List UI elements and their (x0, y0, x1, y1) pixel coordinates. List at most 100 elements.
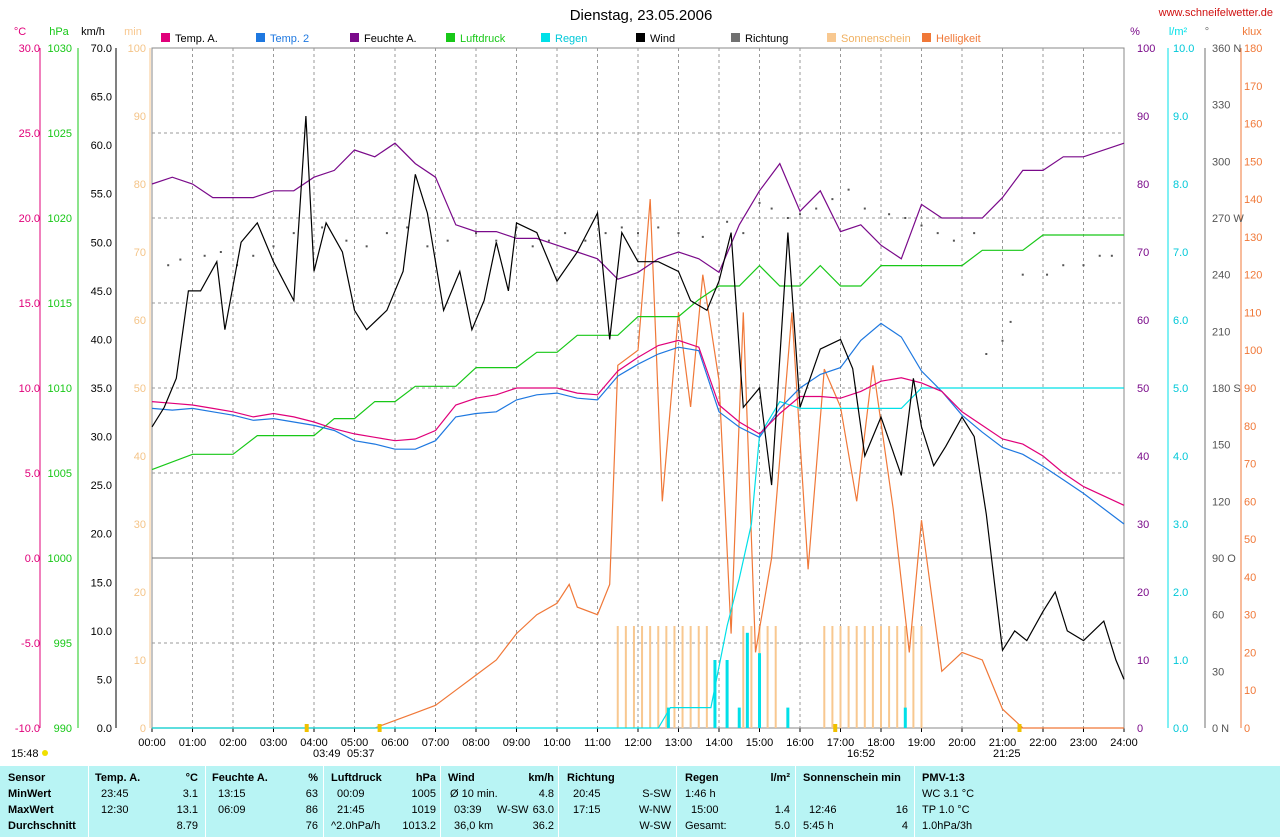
sun-tick-label: 90 (134, 111, 146, 123)
x-tick-label: 16:00 (786, 737, 814, 749)
stats-pmv: PMV-1:3 WC 3.1 °C TP 1.0 °C 1.0hPa/3h (914, 766, 1280, 837)
wind-unit: km/h (81, 26, 105, 38)
regen-duration: 1:46 h (685, 788, 716, 800)
x-tick-label: 03:00 (260, 737, 288, 749)
richtung-max-time: 17:15 (573, 804, 601, 816)
sunrise-left-time: 15:48 (11, 748, 39, 760)
temp-max-time: 12:30 (101, 804, 129, 816)
website-link[interactable]: www.schneifelwetter.de (1158, 7, 1273, 19)
rain-bar (786, 707, 790, 728)
rain-tick-label: 9.0 (1173, 111, 1188, 123)
pressure-tick-label: 1020 (48, 213, 72, 225)
sun-tick-label: 0 (140, 723, 146, 735)
wind-tick-label: 60.0 (91, 140, 112, 152)
direction-point (1082, 264, 1085, 267)
sunset-time: 21:25 (993, 748, 1021, 760)
direction-tick-label: 360 N (1212, 43, 1241, 55)
axes: 00:00 01:00 02:00 03:00 04:00 05:00 06:00 07:00… (15, 43, 1262, 749)
humidity-tick-label: 40 (1137, 451, 1149, 463)
stats-labels: Sensor MinWert MaxWert Durchschnitt (0, 766, 88, 837)
sun-tick-label: 40 (134, 451, 146, 463)
lux-tick-label: 60 (1244, 496, 1256, 508)
wind-avg: 36.2 (532, 820, 554, 832)
direction-tick-label: 150 (1212, 440, 1230, 452)
legend-label-3: Luftdruck (460, 33, 506, 45)
sun-unit: min (124, 26, 142, 38)
direction-point (345, 239, 348, 242)
regen-max-time: 15:00 (691, 804, 719, 816)
direction-point (1062, 264, 1065, 267)
chart-title: Dienstag, 23.05.2006 (570, 7, 713, 24)
x-tick-label: 24:00 (1110, 737, 1138, 749)
rain-unit: l/m² (1169, 26, 1188, 38)
direction-point (604, 232, 607, 235)
stats-regen: Regen l/m² 1:46 h 15:00 1.4 Gesamt: 5.0 (676, 766, 796, 837)
wind-max-dir: W-SW (497, 804, 529, 816)
direction-point (726, 220, 729, 223)
x-tick-label: 00:00 (138, 737, 166, 749)
pressure-tick-label: 1030 (48, 43, 72, 55)
x-tick-label: 04:00 (300, 737, 328, 749)
lux-tick-label: 10 (1244, 685, 1256, 697)
x-tick-label: 10:00 (543, 737, 571, 749)
direction-point (219, 251, 222, 253)
wind-tick-label: 40.0 (91, 334, 112, 346)
x-tick-label: 11:00 (584, 737, 611, 749)
direction-point (952, 239, 955, 242)
sun-tick-label: 20 (134, 587, 146, 599)
direction-point (179, 258, 182, 261)
wind-min-val: 4.8 (538, 788, 554, 800)
lux-tick-label: 150 (1244, 156, 1262, 168)
temp-head: Temp. A. (95, 772, 141, 784)
lux-tick-label: 50 (1244, 534, 1256, 546)
direction-point (1021, 273, 1024, 276)
rain-bar (903, 707, 907, 728)
sun-event-marker (377, 724, 382, 732)
pressure-tick-label: 1010 (48, 383, 72, 395)
direction-tick-label: 180 S (1212, 383, 1241, 395)
lux-tick-label: 130 (1244, 232, 1262, 244)
temp-tick-label: 5.0 (25, 468, 40, 480)
temp-unit-head: °C (185, 772, 198, 784)
direction-point (272, 245, 275, 248)
wind-max-val: 63.0 (532, 804, 554, 816)
sonne-head: Sonnenschein min (803, 772, 901, 784)
stats-luftdruck: Luftdruck hPa 00:09 1005 21:45 1019 ^2.0hPa… (323, 766, 441, 837)
luftdruck-avg: 1013.2 (402, 820, 436, 832)
regen-head: Regen (685, 772, 719, 784)
humidity-tick-label: 100 (1137, 43, 1155, 55)
series-lines (151, 115, 1125, 729)
x-tick-label: 01:00 (179, 737, 207, 749)
legend-swatch-1 (256, 33, 265, 42)
luftdruck-trend: ^2.0hPa/h (331, 820, 381, 832)
lux-tick-label: 100 (1244, 345, 1262, 357)
pmv-windchill: WC 3.1 °C (922, 788, 975, 800)
legend-swatch-0 (161, 33, 170, 42)
legend-swatch-5 (636, 33, 645, 42)
feuchte-max-time: 06:09 (218, 804, 246, 816)
stats-sonne: Sonnenschein min 12:46 16 5:45 h 4 (795, 766, 915, 837)
richtung-avg: W-SW (639, 820, 671, 832)
pmv-head: PMV-1:3 (922, 772, 965, 784)
rain-tick-label: 10.0 (1173, 43, 1194, 55)
direction-point (406, 226, 409, 229)
wind-tick-label: 65.0 (91, 92, 112, 104)
stats-temp: Temp. A. °C 23:45 3.1 12:30 13.1 8.79 (88, 766, 206, 837)
sonne-duration: 5:45 h (803, 820, 834, 832)
direction-point (770, 207, 773, 210)
rain-tick-label: 8.0 (1173, 179, 1188, 191)
label-sensor: Sensor (8, 772, 46, 784)
direction-tick-label: 330 (1212, 100, 1230, 112)
stats-wind: Wind km/h Ø 10 min. 4.8 03:39 W-SW 63.0 36,0… (440, 766, 559, 837)
direction-point (701, 235, 704, 238)
luftdruck-min-val: 1005 (411, 788, 436, 800)
luftdruck-max-time: 21:45 (337, 804, 365, 816)
legend-swatch-7 (827, 33, 836, 42)
direction-point (426, 245, 429, 248)
label-avg: Durchschnitt (8, 820, 76, 832)
legend-label-7: Sonnenschein (841, 33, 911, 45)
direction-point (584, 239, 587, 242)
pressure-tick-label: 1005 (48, 468, 72, 480)
direction-point (888, 213, 891, 216)
pressure-tick-label: 1025 (48, 128, 72, 140)
